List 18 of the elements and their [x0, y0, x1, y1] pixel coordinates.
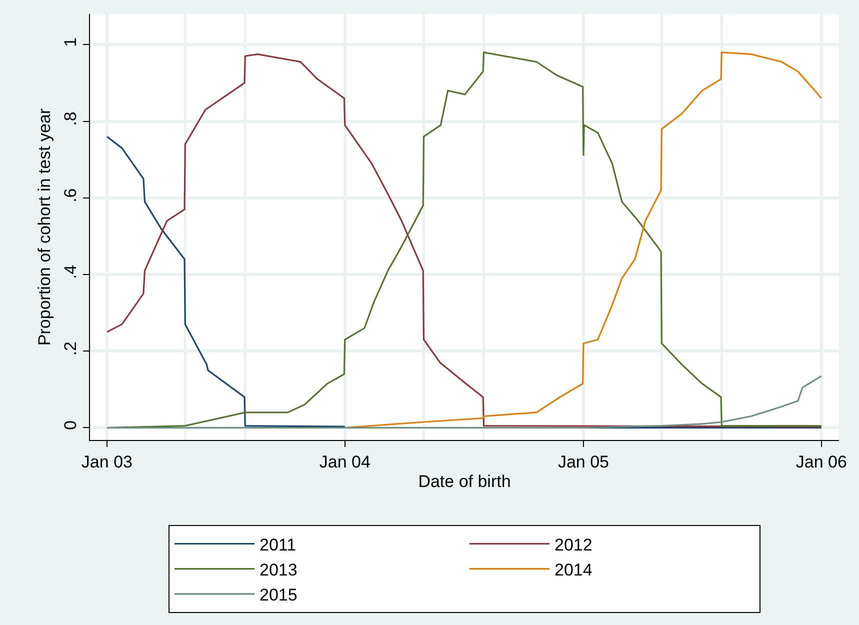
- y-tick-label: 0: [61, 420, 80, 430]
- y-tick-label: .6: [61, 188, 80, 202]
- x-tick-label: Jan 03: [81, 452, 132, 472]
- x-tick-label: Jan 05: [558, 452, 609, 472]
- legend-label: 2011: [260, 535, 296, 554]
- y-axis-title: Proportion of cohort in test year: [34, 108, 54, 346]
- x-tick-label: Jan 06: [796, 452, 847, 472]
- legend-label: 2014: [554, 560, 592, 580]
- x-axis-title: Date of birth: [418, 472, 511, 491]
- y-tick-label: .2: [61, 341, 80, 356]
- legend-label: 2015: [260, 586, 298, 605]
- line-series: [106, 375, 822, 429]
- y-tick-label: .4: [61, 264, 80, 280]
- y-tick-label: .8: [61, 112, 80, 126]
- legend-label: 2013: [260, 560, 298, 580]
- x-tick-label: Jan 04: [319, 452, 370, 472]
- y-tick-label: 1: [61, 37, 80, 47]
- legend-label: 2012: [554, 535, 592, 554]
